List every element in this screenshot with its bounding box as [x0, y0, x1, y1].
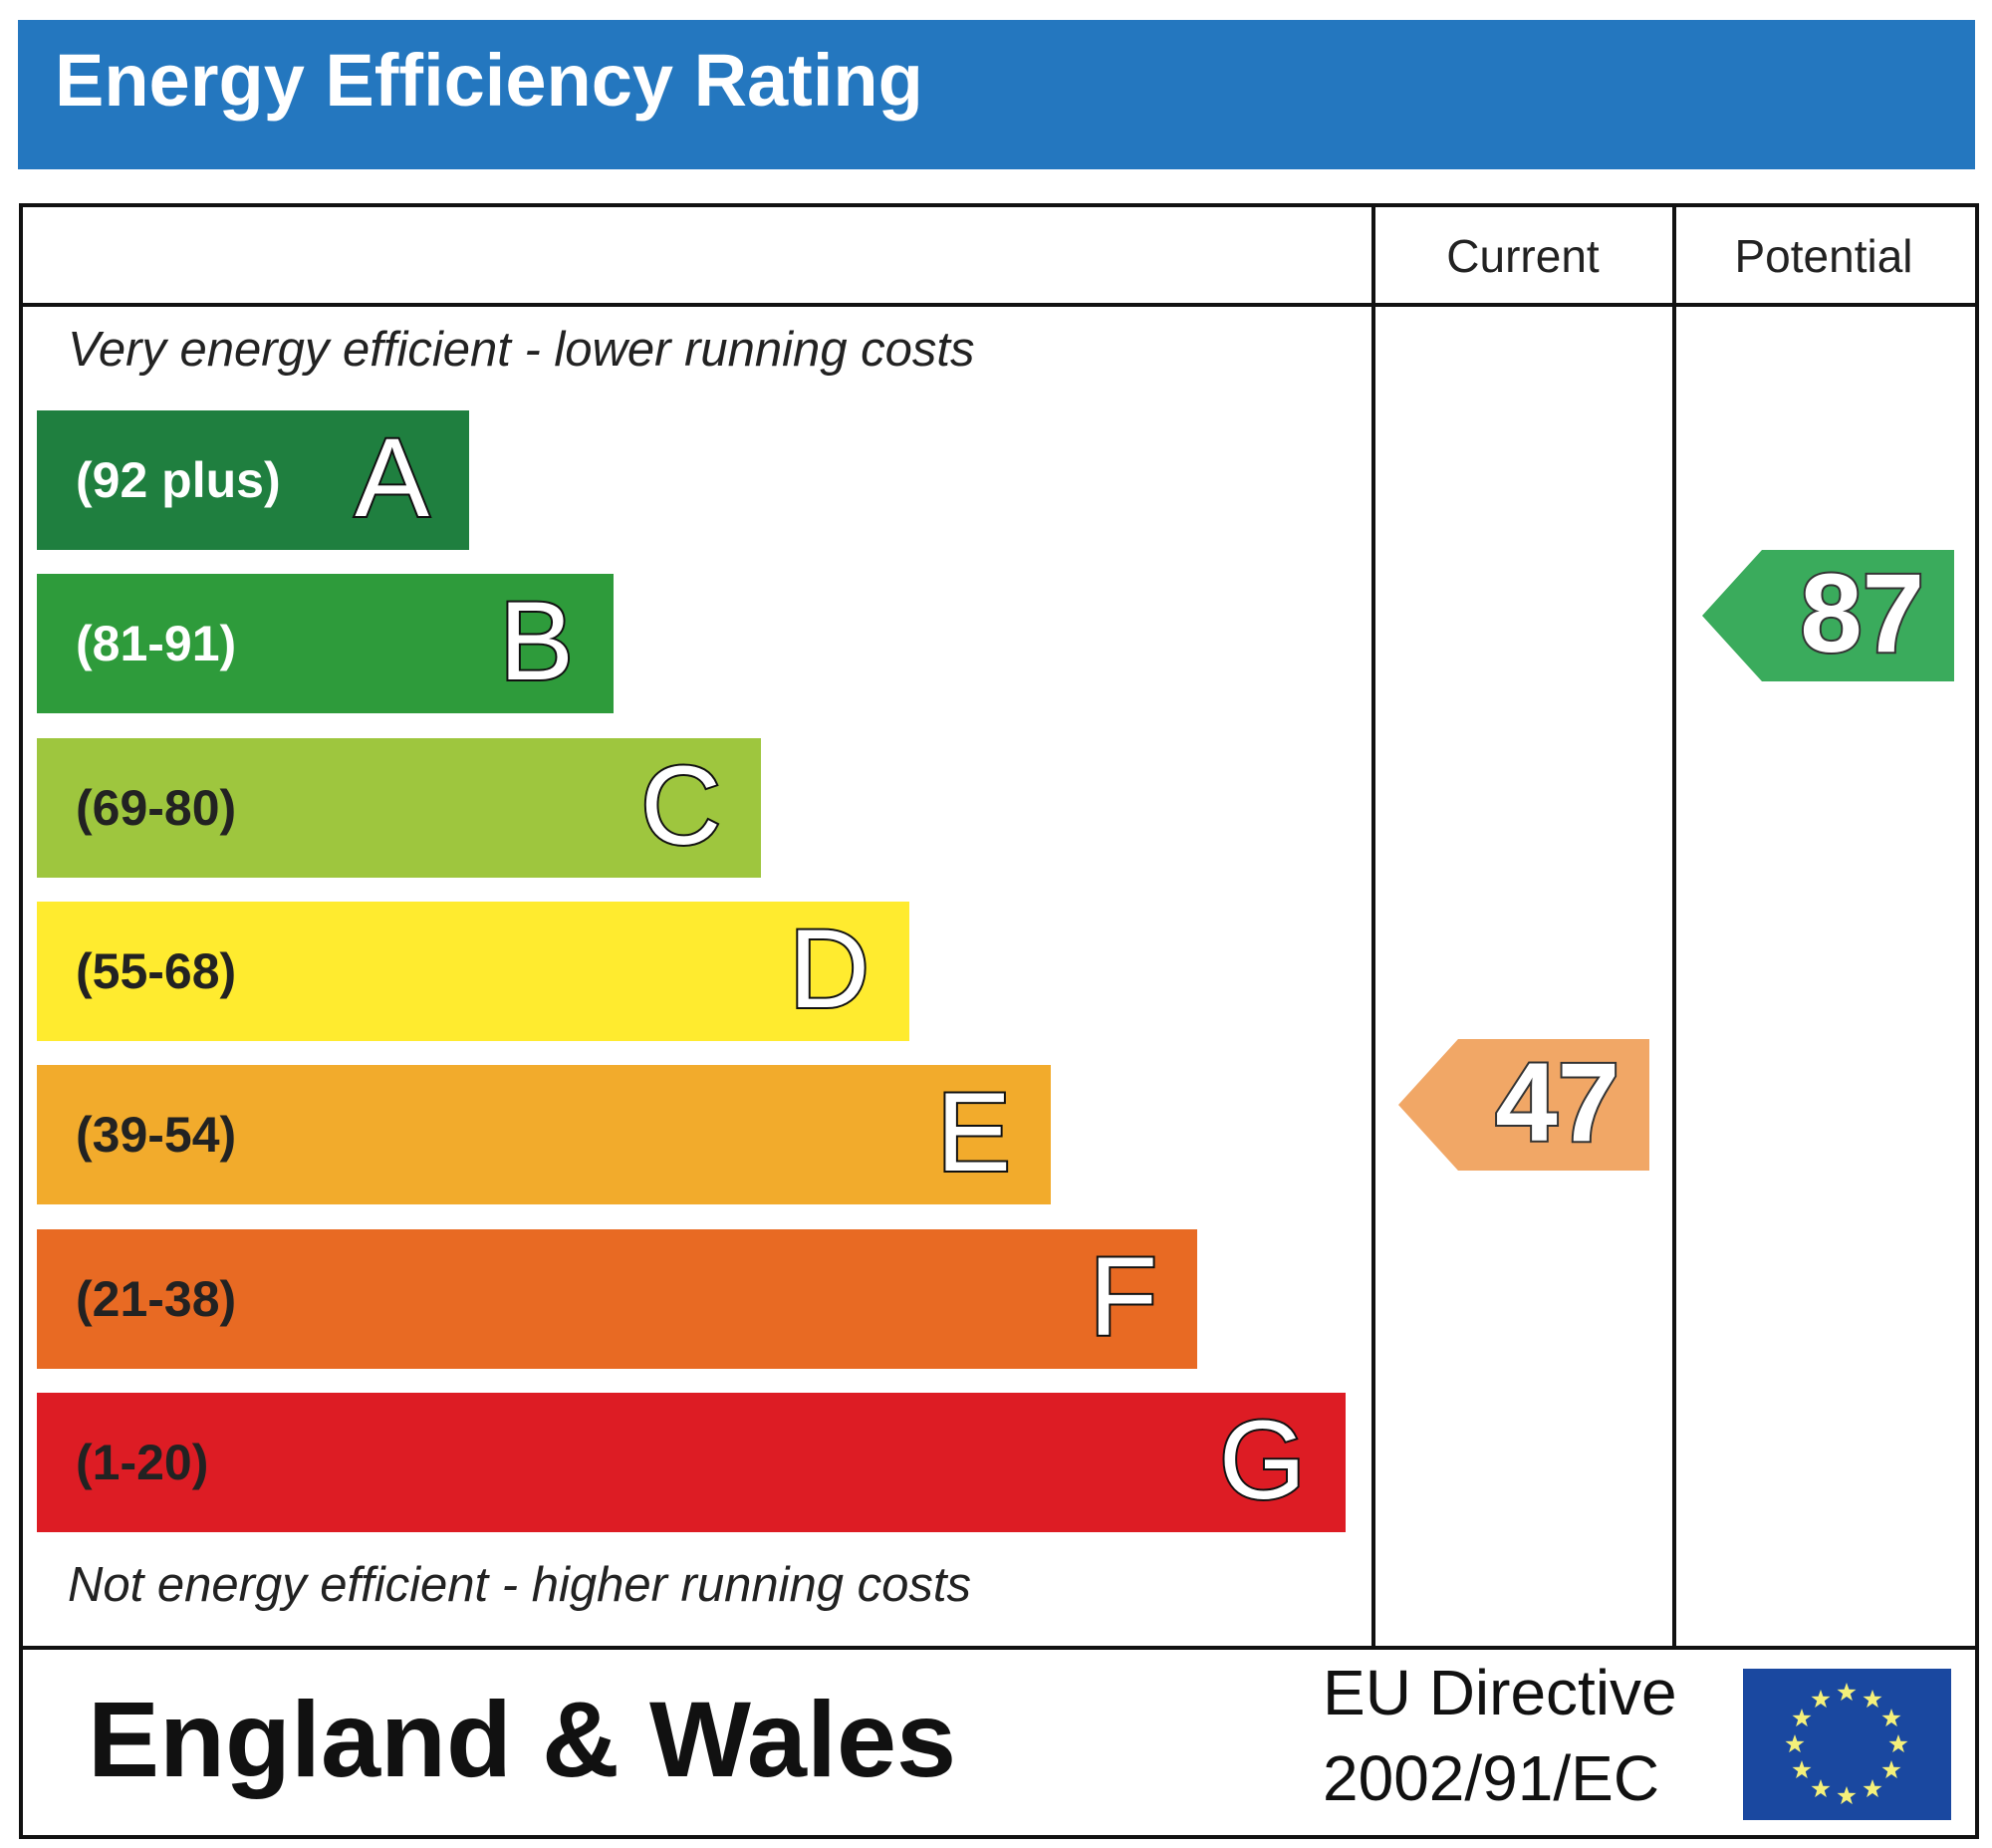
flag-star — [1785, 1734, 1805, 1753]
flag-star — [1811, 1690, 1831, 1709]
band-letter: F — [1088, 1231, 1159, 1360]
flag-star — [1888, 1734, 1908, 1753]
band-range: (1-20) — [76, 1434, 209, 1490]
band-range: (39-54) — [76, 1107, 237, 1164]
band-e: (39-54) E — [37, 1065, 1051, 1205]
band-range: (69-80) — [76, 779, 237, 836]
flag-star — [1863, 1690, 1882, 1709]
current-column-header: Current — [1446, 230, 1600, 282]
current-rating-value: 47 — [1493, 1038, 1621, 1167]
bottom-note: Not energy efficient - higher running co… — [68, 1558, 971, 1612]
band-letter: E — [934, 1068, 1013, 1196]
eu-directive-label: EU Directive — [1323, 1657, 1677, 1728]
band-a: (92 plus) A — [37, 410, 469, 550]
title-banner — [18, 20, 1975, 169]
footer-divider — [19, 1646, 1979, 1650]
band-f: (21-38) F — [37, 1228, 1197, 1369]
flag-star — [1792, 1760, 1812, 1779]
band-range: (21-38) — [76, 1270, 237, 1327]
flag-star — [1837, 1683, 1857, 1702]
band-letter: G — [1217, 1396, 1308, 1524]
band-range: (92 plus) — [76, 452, 281, 508]
band-letter: D — [787, 905, 872, 1033]
potential-column-divider — [1672, 203, 1676, 1648]
header-divider — [19, 303, 1979, 307]
flag-star — [1811, 1779, 1831, 1798]
potential-column-header: Potential — [1734, 230, 1913, 282]
flag-star — [1863, 1779, 1882, 1798]
potential-arrow-shape — [1702, 550, 1954, 681]
flag-star — [1881, 1760, 1901, 1779]
eu-flag-icon — [1743, 1669, 1951, 1820]
band-letter: C — [638, 741, 723, 870]
eu-directive-number: 2002/91/EC — [1323, 1742, 1660, 1814]
band-letter: B — [497, 577, 576, 705]
band-g: (1-20) G — [37, 1392, 1346, 1532]
flag-star — [1837, 1786, 1857, 1805]
rating-table — [19, 203, 1979, 1839]
current-rating-arrow: 47 — [1398, 1038, 1649, 1171]
band-range: (55-68) — [76, 942, 237, 999]
page-title: Energy Efficiency Rating — [55, 39, 923, 122]
band-range: (81-91) — [76, 616, 237, 672]
current-arrow-shape — [1398, 1039, 1649, 1171]
band-c: (69-80) C — [37, 737, 761, 878]
potential-rating-arrow: 87 — [1702, 549, 1954, 681]
potential-rating-value: 87 — [1798, 549, 1926, 677]
band-letter: A — [353, 413, 431, 542]
flag-star — [1792, 1709, 1812, 1727]
top-note: Very energy efficient - lower running co… — [68, 323, 975, 377]
region-label: England & Wales — [88, 1679, 957, 1799]
band-b: (81-91) B — [37, 574, 614, 714]
flag-star — [1881, 1709, 1901, 1727]
band-d: (55-68) D — [37, 901, 909, 1041]
current-column-divider — [1371, 203, 1375, 1648]
